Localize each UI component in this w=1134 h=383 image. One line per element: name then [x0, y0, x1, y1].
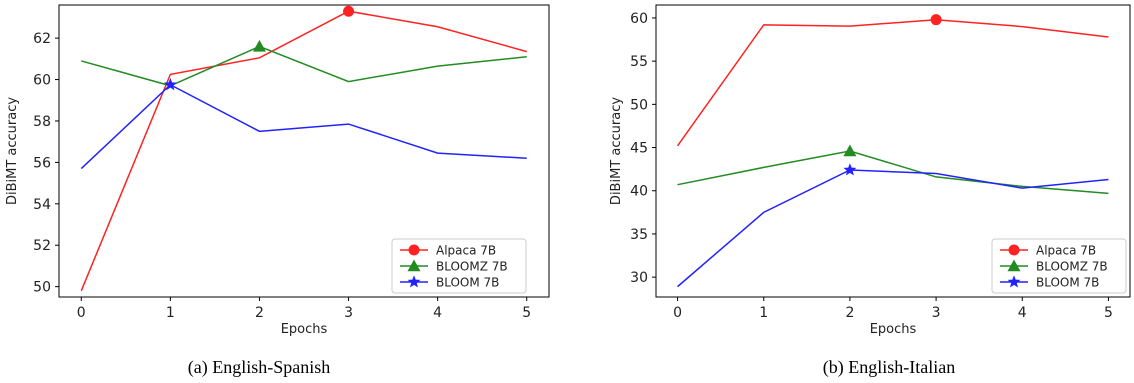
x-tick-label: 5 — [1104, 305, 1113, 321]
y-tick-label: 62 — [33, 31, 51, 47]
y-tick-label: 55 — [630, 54, 648, 70]
chart-caption: (a) English-Spanish — [188, 357, 330, 378]
plot-frame — [58, 4, 550, 298]
x-tick-label: 0 — [673, 305, 682, 321]
y-tick-label: 56 — [33, 155, 51, 171]
legend-marker-2 — [407, 275, 421, 288]
legend-marker-1 — [1007, 259, 1021, 272]
x-tick-label: 3 — [932, 305, 941, 321]
x-tick-label: 1 — [166, 305, 175, 321]
series-marker-1 — [252, 39, 266, 52]
chart-caption: (b) English-Italian — [823, 357, 955, 378]
x-tick-label: 4 — [433, 305, 442, 321]
legend-label-1: BLOOMZ 7B — [1036, 260, 1108, 274]
series-marker-2 — [163, 77, 177, 91]
legend-box — [391, 238, 527, 294]
y-axis-label: DiBiMT accuracy — [609, 97, 624, 205]
y-tick-label: 50 — [33, 280, 51, 296]
plot-frame — [655, 4, 1131, 298]
y-tick-label: 50 — [630, 97, 648, 113]
series-line-0 — [80, 10, 527, 292]
series-line-2 — [80, 83, 527, 170]
y-tick-label: 40 — [630, 184, 648, 200]
legend: Alpaca 7B BLOOMZ 7B BLOOM 7B — [391, 238, 527, 294]
series-marker-0 — [930, 14, 942, 26]
x-axis-label: Epochs — [870, 322, 917, 337]
series-line-1 — [677, 150, 1109, 195]
legend-marker-2 — [1007, 275, 1021, 288]
series-line-0 — [676, 18, 1109, 147]
x-tick-label: 4 — [1018, 305, 1027, 321]
x-tick-label: 0 — [77, 305, 86, 321]
x-tick-label: 2 — [845, 305, 854, 321]
y-tick-label: 60 — [630, 11, 648, 27]
legend-box — [991, 238, 1127, 294]
legend-marker-1 — [407, 259, 421, 272]
x-tick-label: 1 — [759, 305, 768, 321]
series-marker-0 — [343, 5, 355, 17]
y-tick-label: 58 — [33, 114, 51, 130]
series-marker-1 — [843, 144, 857, 157]
y-tick-label: 30 — [630, 270, 648, 286]
x-tick-label: 2 — [255, 305, 264, 321]
legend-label-2: BLOOM 7B — [436, 276, 499, 290]
y-tick-label: 54 — [33, 197, 51, 213]
series-line-1 — [81, 45, 527, 87]
legend-label-2: BLOOM 7B — [1036, 276, 1099, 290]
legend-marker-0 — [1008, 244, 1020, 256]
x-tick-label: 3 — [344, 305, 353, 321]
legend: Alpaca 7B BLOOMZ 7B BLOOM 7B — [991, 238, 1127, 294]
series-marker-2 — [843, 163, 857, 176]
y-axis-label: DiBiMT accuracy — [5, 97, 20, 205]
legend-label-0: Alpaca 7B — [436, 244, 496, 258]
y-tick-label: 35 — [630, 227, 648, 243]
y-tick-label: 60 — [33, 73, 51, 89]
series-line-2 — [677, 169, 1109, 288]
y-tick-label: 52 — [33, 238, 51, 254]
x-tick-label: 5 — [522, 305, 531, 321]
legend-label-0: Alpaca 7B — [1036, 244, 1096, 258]
legend-label-1: BLOOMZ 7B — [436, 260, 508, 274]
chart-0: 0 1 2 3 4 5 50 52 54 56 58 60 62 Epochs DiBiMT accurac… — [5, 4, 550, 378]
x-axis-label: Epochs — [281, 322, 328, 337]
legend-marker-0 — [408, 244, 420, 256]
y-tick-label: 45 — [630, 141, 648, 157]
